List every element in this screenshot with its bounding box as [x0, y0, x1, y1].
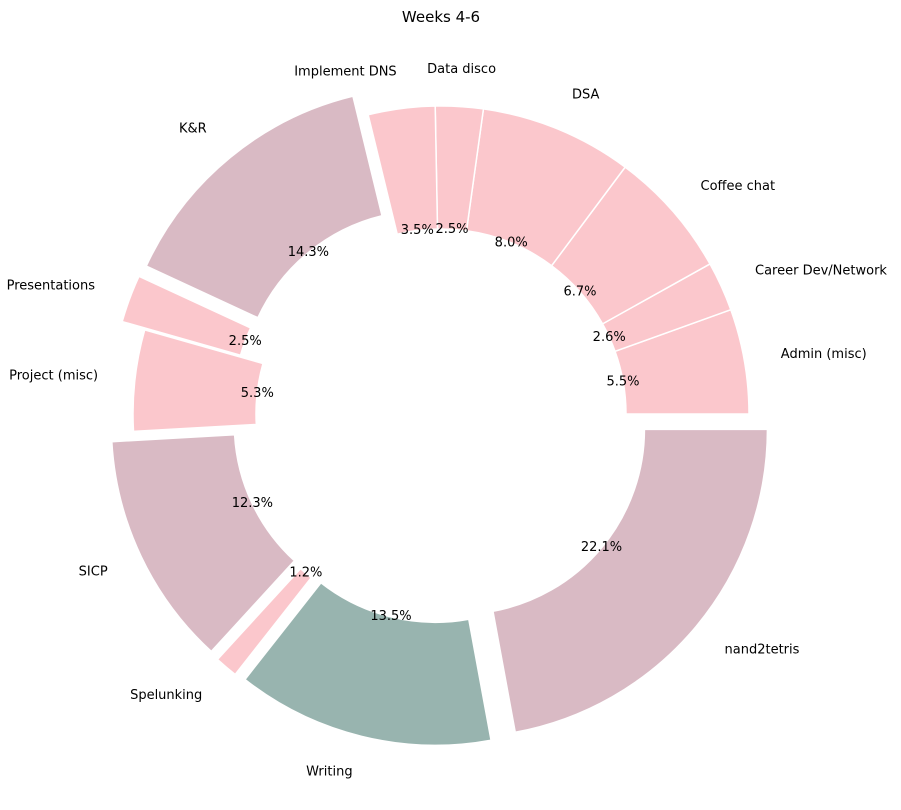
wedge-k-r — [145, 95, 383, 319]
slice-percent-sicp: 12.3% — [232, 496, 273, 511]
slice-label-sicp: SICP — [79, 565, 108, 580]
slice-label-spelunking: Spelunking — [130, 688, 202, 703]
wedge-writing — [244, 582, 492, 747]
chart-title: Weeks 4-6 — [402, 8, 480, 26]
slice-label-implement-dns: Implement DNS — [294, 64, 396, 79]
slice-percent-k-r: 14.3% — [288, 245, 329, 260]
slice-percent-presentations: 2.5% — [229, 334, 262, 349]
wedge-spelunking — [216, 567, 312, 676]
wedge-sicp — [111, 433, 296, 653]
wedge-nand2tetris — [492, 428, 769, 734]
slice-labels: Admin (misc) Career Dev/Network Coffee cha… — [7, 62, 888, 780]
slice-label-writing: Writing — [306, 765, 352, 780]
slice-percent-spelunking: 1.2% — [289, 566, 322, 581]
slice-label-career-dev-network: Career Dev/Network — [755, 264, 887, 279]
slice-label-nand2tetris: nand2tetris — [725, 643, 800, 658]
slice-percent-project-misc: 5.3% — [241, 386, 274, 401]
slice-label-presentations: Presentations — [7, 278, 96, 293]
slice-percent-admin-misc: 5.5% — [606, 375, 639, 390]
slice-label-data-disco: Data disco — [427, 62, 496, 77]
donut-wedges — [111, 95, 769, 747]
slice-percent-data-disco: 2.5% — [435, 222, 468, 237]
slice-percent-coffee-chat: 6.7% — [563, 285, 596, 300]
wedge-presentations — [121, 275, 252, 356]
slice-percent-writing: 13.5% — [370, 609, 411, 624]
slice-label-dsa: DSA — [572, 87, 600, 102]
slice-label-coffee-chat: Coffee chat — [701, 179, 776, 194]
slice-label-project-misc: Project (misc) — [9, 369, 98, 384]
wedge-implement-dns — [367, 105, 439, 235]
wedge-project-misc — [132, 329, 264, 433]
slice-percent-labels: 5.5%2.6%6.7%8.0%2.5%3.5%14.3%2.5%5.3%12.… — [229, 222, 640, 624]
slice-percent-career-dev-network: 2.6% — [593, 330, 626, 345]
slice-label-k-r: K&R — [179, 122, 207, 137]
slice-percent-nand2tetris: 22.1% — [581, 540, 622, 555]
slice-percent-dsa: 8.0% — [495, 236, 528, 251]
slice-label-admin-misc: Admin (misc) — [781, 347, 867, 362]
slice-percent-implement-dns: 3.5% — [401, 223, 434, 238]
